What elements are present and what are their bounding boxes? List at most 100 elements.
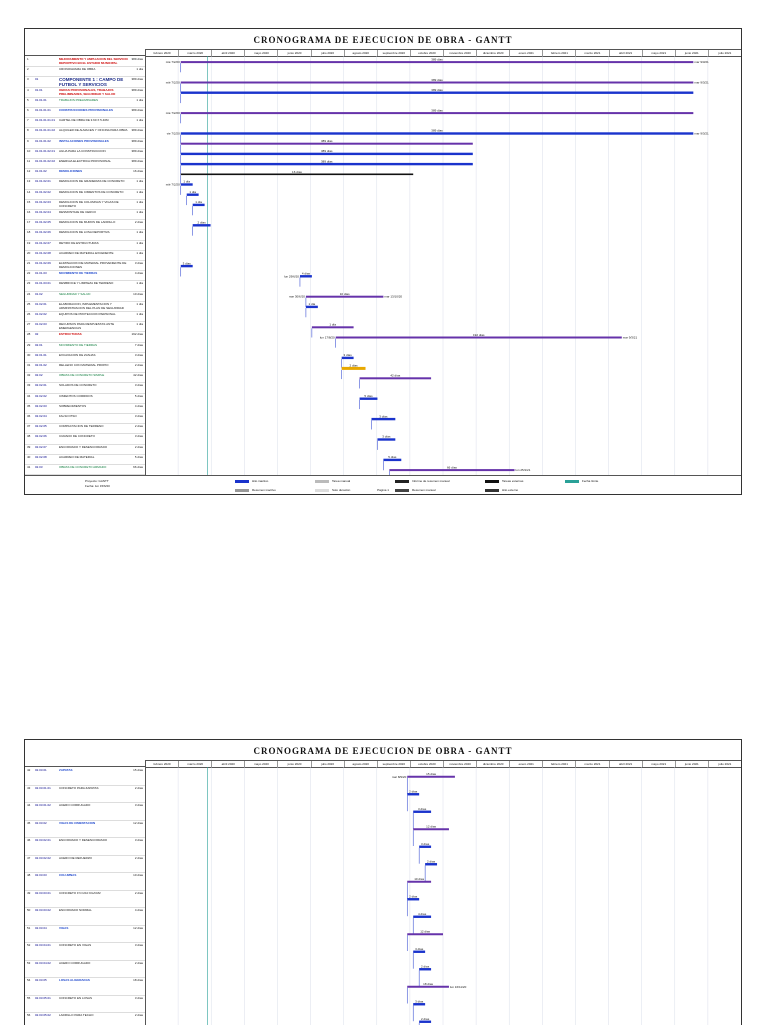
task-row[interactable]: 44 02.03.01.02 ACERO CORRUGADO 3 días	[25, 802, 145, 821]
task-row[interactable]: 33 02.02.01 SOLADOS DE CONCRETO 3 días	[25, 382, 145, 394]
gantt-bar[interactable]: 12 días	[406, 930, 443, 951]
task-row[interactable]: 51 02.03.04 VIGAS 12 días	[25, 925, 145, 943]
gantt-bar[interactable]: 2 días	[424, 859, 438, 882]
task-row[interactable]: 10 01.01.01.02.01 AGUA PARA LA CONSTRUCCIO…	[25, 148, 145, 159]
gantt-bar[interactable]: 15 días mar 8/9/20	[392, 772, 455, 794]
gantt-bar[interactable]: 2 días	[406, 789, 420, 812]
task-row[interactable]: 23 01.01.03.01 DESBROCE Y LIMPIEZA DE TERR…	[25, 280, 145, 292]
task-row[interactable]: 4 01.01 OBRAS PROVISIONALES, TRABAJOS PREL…	[25, 87, 145, 98]
task-row[interactable]: 7 01.01.01.01.01 CARTEL DE OBRA DE 3.60 X …	[25, 117, 145, 129]
task-row[interactable]: 18 01.01.02.06 DEMOLICION DE LOSA DEPORTIV…	[25, 229, 145, 241]
gantt-bar[interactable]: 1 día	[186, 190, 199, 206]
gantt-bar[interactable]: 389 días	[180, 139, 473, 154]
gantt-bar[interactable]: 5 días	[359, 394, 378, 410]
task-row[interactable]: 14 01.01.02.02 DEMOLICION DE CIMIENTOS DE …	[25, 189, 145, 200]
task-row[interactable]: 46 02.03.02.01 ENCOFRADO Y DESENCOFRADO 3 d…	[25, 837, 145, 856]
gantt-bar[interactable]: 10 días	[406, 877, 432, 899]
gantt-bar[interactable]: 3 días	[180, 261, 193, 277]
gantt-bar[interactable]: 16 días	[180, 170, 414, 185]
gantt-bar[interactable]: 389 días	[180, 149, 473, 165]
task-row[interactable]: 5 01.01.01 TRABAJOS PRELIMINARES 1 día	[25, 97, 145, 108]
task-row[interactable]: 49 02.03.03.01 CONCRETO F'C=210 KG/CM2 2 dí…	[25, 890, 145, 908]
task-row[interactable]: 27 01.02.03 RECURSOS PARA RESPUESTAS ANTE …	[25, 321, 145, 333]
gantt-bar[interactable]: 2 días	[192, 221, 211, 236]
gantt-bar[interactable]: 389 días mié 7/2/20 mar 9/3/21	[166, 78, 709, 93]
gantt-bar[interactable]: 192 días lun 17/8/20 mar 9/3/21	[320, 333, 638, 348]
gantt-bar[interactable]: 5 días	[383, 455, 402, 471]
gantt-bar[interactable]: 2 días	[406, 894, 420, 917]
gantt-bar[interactable]: 1 día	[192, 200, 205, 216]
task-row[interactable]: 8 01.01.01.01.02 ALQUILER DE ALMACEN Y OFI…	[25, 127, 145, 139]
task-row[interactable]: 38 02.02.06 CURADO DE CONCRETO 3 días	[25, 433, 145, 445]
task-row[interactable]: 19 01.01.02.07 RETIRO DE ESTRUCTURAS 1 día	[25, 240, 145, 251]
bar-duration-label: 192 días	[473, 333, 485, 337]
task-row[interactable]: 26 01.02.02 EQUIPOS DE PROTECCION PERSONAL…	[25, 311, 145, 323]
task-row[interactable]: 12 01.01.02 DEMOLICIONES 16 días	[25, 168, 145, 180]
gantt-bar[interactable]: 389 días mié 7/2/20	[166, 109, 694, 124]
gantt-bar[interactable]: 3 días	[418, 842, 432, 864]
gantt-bar[interactable]: 42 días	[359, 374, 432, 389]
task-row[interactable]: 56 02.03.05.02 LADRILLO PARA TECHO 2 días	[25, 1012, 145, 1025]
task-row[interactable]: 28 02 ESTRUCTURAS 192 días	[25, 331, 145, 343]
gantt-bar[interactable]: 389 días vie 7/2/20 mar 9/3/21	[167, 129, 709, 144]
task-row[interactable]: 54 02.03.05 LOSAS ALIGERADAS 18 días	[25, 977, 145, 996]
task-row[interactable]: 20 01.01.02.08 ACARREO DE MATERIAL EXCEDEN…	[25, 250, 145, 261]
gantt-bar[interactable]: 389 días	[180, 159, 473, 175]
task-row[interactable]: 32 02.02 OBRAS DE CONCRETO SIMPLE 42 días	[25, 372, 145, 384]
task-row[interactable]: 11 01.01.01.02.02 ENERGIA ELECTRICA PROVIS…	[25, 158, 145, 170]
task-row[interactable]: 53 02.03.04.02 ACERO CORRUGADO 2 días	[25, 960, 145, 978]
task-row[interactable]: 34 02.02.02 CIMIENTOS CORRIDOS 5 días	[25, 393, 145, 404]
task-duration: 1 día	[136, 281, 143, 286]
task-row[interactable]: 6 01.01.01.01 CONSTRUCCIONES PROVISIONALES…	[25, 107, 145, 119]
gantt-bar[interactable]: 3 días	[412, 999, 426, 1022]
task-row[interactable]: 1 MEJORAMIENTO Y AMPLIACION DEL SERVICIO …	[25, 56, 145, 68]
task-row[interactable]: 24 01.02 SEGURIDAD Y SALUD 10 días	[25, 291, 145, 302]
task-row[interactable]: 55 02.03.05.01 CONCRETO EN LOSAS 3 días	[25, 995, 145, 1013]
gantt-bar[interactable]: 3 días	[377, 435, 396, 450]
task-row[interactable]: 22 01.01.03 MOVIMIENTO DE TIERRAS 4 días	[25, 270, 145, 282]
task-row[interactable]: 35 02.02.03 SOBRECIMIENTOS 4 días	[25, 403, 145, 414]
task-row[interactable]: 30 02.01.01 EXCAVACION DE ZANJAS 3 días	[25, 352, 145, 363]
task-row[interactable]: 39 02.02.07 ENCOFRADO Y DESENCOFRADO 2 días	[25, 444, 145, 455]
task-row[interactable]: 42 02.03.01 ZAPATAS 15 días	[25, 767, 145, 786]
task-row[interactable]: 13 01.01.02.01 DEMOLICION DE GRADERIAS DE …	[25, 178, 145, 190]
task-row[interactable]: 2 CRONOGRAMA DE OBRA 1 día	[25, 66, 145, 78]
task-row[interactable]: 15 01.01.02.03 DEMOLICION DE COLUMNAS Y VI…	[25, 199, 145, 210]
task-row[interactable]: 45 02.03.02 VIGAS DE CIMENTACION 12 días	[25, 820, 145, 838]
gantt-bar[interactable]: 10 días mar 30/6/20 mar 13/10/20	[289, 292, 403, 307]
gantt-bar[interactable]: 3 días	[371, 414, 396, 430]
gantt-bar[interactable]: 1 día	[311, 323, 354, 338]
task-row[interactable]: 40 02.02.08 ACARREO DE MATERIAL 5 días	[25, 454, 145, 465]
task-row[interactable]: 31 02.01.02 RELLENO CON MATERIAL PROPIO 2 d…	[25, 362, 145, 374]
gantt-bar[interactable]: 2 días	[341, 363, 366, 380]
task-row[interactable]: 16 01.01.02.04 DESMONTAJE DE CERCO 1 día	[25, 209, 145, 221]
task-row[interactable]: 9 01.01.01.02 INSTALACIONES PROVISIONALES 3…	[25, 138, 145, 149]
gantt-bar[interactable]: 1 día	[305, 302, 318, 318]
gantt-bar[interactable]: 12 días	[412, 825, 449, 846]
gantt-bar[interactable]: 4 días	[412, 912, 432, 934]
task-row[interactable]: 41 02.03 OBRAS DE CONCRETO ARMADO 66 días	[25, 464, 145, 476]
task-row[interactable]: 52 02.03.04.01 CONCRETO EN VIGAS 3 días	[25, 942, 145, 961]
gantt-bar[interactable]: 3 días	[412, 947, 426, 969]
task-row[interactable]: 37 02.02.05 COMPACTACION DE TERRENO 2 días	[25, 423, 145, 435]
gantt-bar[interactable]: 2 días	[418, 1017, 432, 1025]
timeline-month: septiembre 2020	[376, 761, 410, 767]
task-row[interactable]: 50 02.03.03.02 ENCOFRADO NORMAL 4 días	[25, 907, 145, 926]
task-row[interactable]: 36 02.02.04 FALSO PISO 3 días	[25, 413, 145, 425]
gantt-bar[interactable]: 3 días	[341, 353, 354, 369]
gantt-bar[interactable]: 389 días	[180, 88, 694, 104]
task-row[interactable]: 48 02.03.03 COLUMNAS 10 días	[25, 872, 145, 891]
task-row[interactable]: 43 02.03.01.01 CONCRETO PARA ZAPATAS 2 días	[25, 785, 145, 803]
task-row[interactable]: 3 01 COMPONENTE 1 : CAMPO DE FUTBOL Y SERV…	[25, 76, 145, 88]
gantt-bar[interactable]: 3 días	[412, 807, 432, 829]
gantt-bar[interactable]: 18 días lun 16/11/20	[406, 982, 467, 1004]
task-row[interactable]: 17 01.01.02.05 DEMOLICION DE MUROS DE LADR…	[25, 219, 145, 231]
task-row[interactable]: 47 02.03.02.02 ACERO DE REFUERZO 2 días	[25, 855, 145, 873]
gantt-bar[interactable]: 2 días	[418, 964, 432, 987]
task-row[interactable]: 29 02.01 MOVIMIENTO DE TIERRAS 7 días	[25, 342, 145, 353]
task-row[interactable]: 25 01.02.01 ELABORACION, IMPLEMENTACION Y …	[25, 301, 145, 312]
gantt-bar[interactable]: 389 días mié 7/2/20 mar 9/3/21	[166, 58, 709, 73]
task-row[interactable]: 21 01.01.02.09 ELIMINACION DE MATERIAL PRO…	[25, 260, 145, 272]
